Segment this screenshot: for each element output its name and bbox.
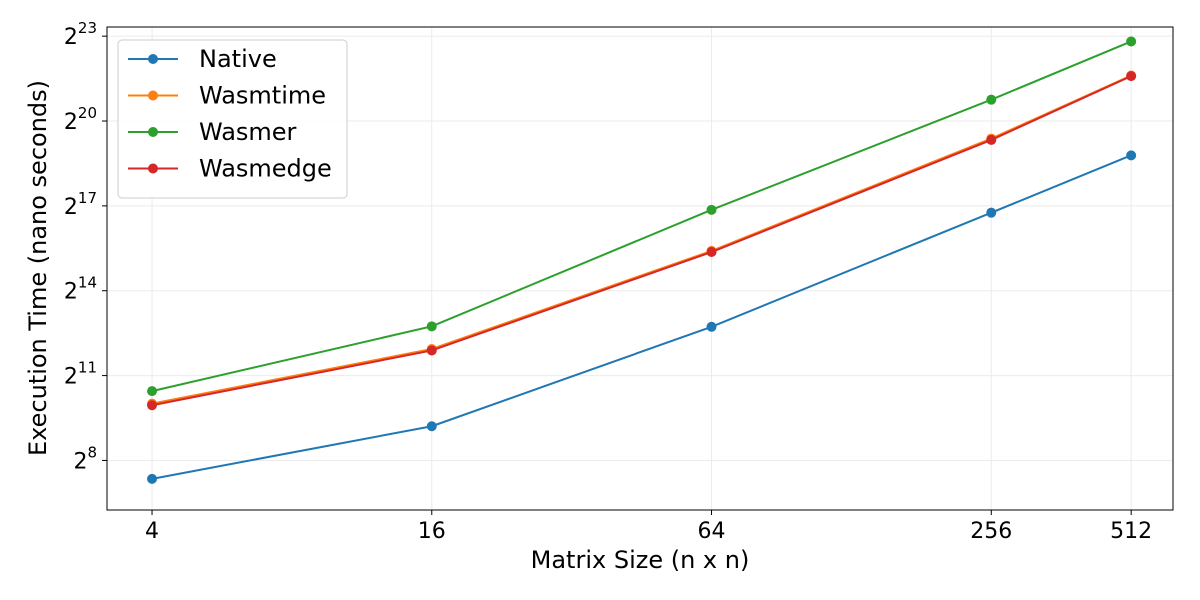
legend: Native Wasmtime Wasmer Wasmedge: [117, 39, 348, 199]
x-tick-label: 512: [1110, 519, 1152, 544]
x-tick-label: 256: [970, 519, 1012, 544]
legend-swatch-marker: [148, 54, 158, 64]
legend-label: Native: [199, 45, 277, 73]
legend-label: Wasmedge: [199, 155, 332, 183]
data-point-wasmedge: [426, 345, 437, 356]
x-tick-label: 4: [145, 519, 159, 544]
data-point-native: [706, 321, 717, 332]
data-point-wasmedge: [147, 400, 158, 411]
data-point-wasmedge: [706, 247, 717, 258]
plot-frame: [106, 26, 1174, 511]
legend-item-wasmtime: Wasmtime: [128, 82, 326, 110]
series-layer: [147, 36, 1137, 484]
y-tick-label: 28: [73, 443, 97, 474]
y-axis-label: Execution Time (nano seconds): [24, 80, 52, 456]
x-axis-label: Matrix Size (n x n): [531, 546, 750, 574]
y-axis: 28 211 214 217 220 223: [64, 19, 107, 474]
data-point-wasmer: [1126, 36, 1137, 47]
data-point-wasmer: [706, 204, 717, 215]
y-tick-label: 217: [64, 189, 97, 220]
legend-swatch-marker: [148, 127, 158, 137]
data-point-wasmedge: [1126, 71, 1137, 82]
legend-label: Wasmtime: [199, 82, 326, 110]
data-point-native: [426, 421, 437, 432]
y-tick-label: 214: [64, 274, 97, 305]
x-tick-label: 64: [698, 519, 726, 544]
y-tick-label: 223: [64, 19, 97, 50]
series-native: [147, 150, 1137, 484]
data-point-wasmedge: [986, 134, 997, 145]
legend-item-native: Native: [128, 45, 277, 73]
series-wasmer: [147, 36, 1137, 397]
legend-swatch-marker: [148, 90, 158, 101]
data-point-native: [147, 473, 158, 484]
data-point-wasmer: [986, 94, 997, 105]
y-tick-label: 220: [64, 104, 97, 135]
series-line-native: [151, 154, 1132, 480]
y-tick-label: 211: [64, 359, 97, 390]
data-point-native: [1126, 150, 1137, 161]
legend-swatch-marker: [148, 163, 158, 174]
legend-item-wasmer: Wasmer: [128, 118, 297, 146]
legend-label: Wasmer: [199, 118, 297, 146]
data-point-native: [986, 207, 997, 218]
data-point-wasmer: [147, 386, 158, 397]
x-tick-label: 16: [418, 519, 446, 544]
series-wasmedge: [147, 71, 1137, 411]
grid: [107, 27, 1173, 510]
legend-item-wasmedge: Wasmedge: [128, 155, 332, 183]
x-axis: 4 16 64 256 512: [145, 510, 1152, 544]
data-point-wasmer: [426, 321, 437, 332]
legend-box: [117, 39, 348, 199]
